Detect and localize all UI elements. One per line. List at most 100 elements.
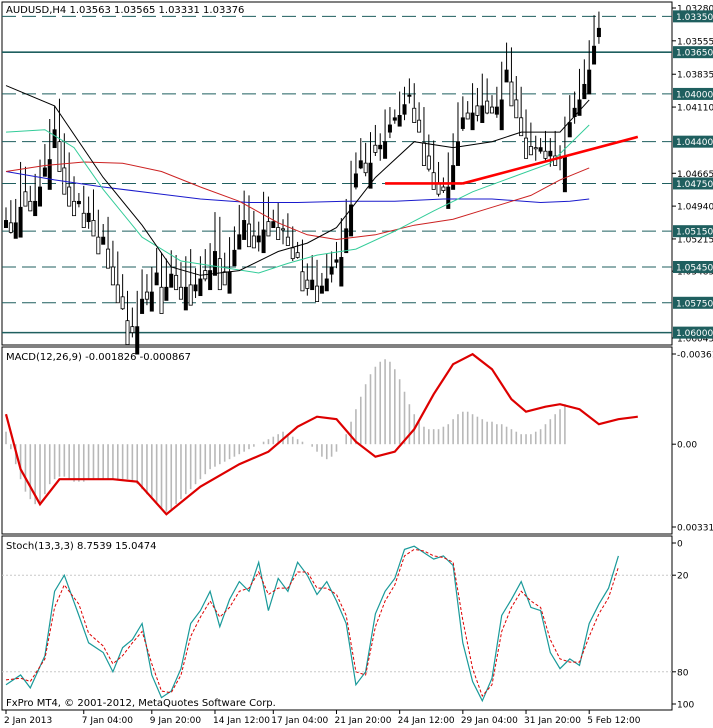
candle-body <box>169 273 174 288</box>
candle-body <box>144 291 149 300</box>
x-axis-tick-label: 14 Jan 12:00 <box>213 716 270 726</box>
candle-body <box>431 172 436 190</box>
stoch-panel[interactable] <box>1 535 673 711</box>
x-axis-tick-label: 21 Jan 20:00 <box>334 716 391 726</box>
stoch-axis-tick-label: 80 <box>677 668 689 678</box>
candle-body <box>28 200 33 212</box>
candle-body <box>217 258 222 291</box>
macd-panel[interactable] <box>1 346 673 535</box>
candle-body <box>256 235 261 243</box>
candle-body <box>91 220 96 237</box>
x-axis-tick-label: 7 Jan 04:00 <box>82 716 134 726</box>
sma-green-line <box>5 124 590 274</box>
candle-body <box>504 69 509 83</box>
candle-body <box>412 107 417 123</box>
level-price-badge <box>673 135 713 148</box>
candle-body <box>319 285 324 294</box>
candle-body <box>324 278 329 292</box>
candle-body <box>358 160 363 169</box>
candle-body <box>465 112 470 120</box>
candle-body <box>387 124 392 133</box>
level-price-badge <box>673 296 713 309</box>
candle-body <box>135 326 140 355</box>
candle-body <box>130 326 135 334</box>
level-price-badge <box>673 260 713 273</box>
sma-black-line <box>5 85 590 276</box>
macd-signal-line <box>4 352 638 516</box>
candle-body <box>402 104 407 115</box>
candle-body <box>596 27 601 38</box>
candle-body <box>577 99 582 116</box>
candle-body <box>198 278 203 297</box>
stoch-axis-tick-label: 100 <box>677 701 694 711</box>
price-axis-tick-label: 1.04110 <box>677 104 713 114</box>
candle-body <box>300 271 305 292</box>
candle-body <box>519 117 524 137</box>
candle-body <box>222 271 227 286</box>
level-price-badge <box>673 10 713 23</box>
level-price-badge <box>673 46 713 59</box>
candle-body <box>295 252 300 258</box>
x-axis-tick-label: 5 Feb 12:00 <box>587 716 641 726</box>
candle-body <box>455 141 460 166</box>
candle-body <box>392 117 397 121</box>
x-axis-tick-label: 31 Jan 20:00 <box>524 716 581 726</box>
candle-body <box>339 257 344 287</box>
candle-body <box>592 45 597 65</box>
candle-body <box>553 155 558 166</box>
candle-body <box>96 236 101 255</box>
x-axis-tick-label: 2 Jan 2013 <box>4 716 52 726</box>
candle-body <box>436 183 441 195</box>
stoch-axis-tick-label: 20 <box>677 572 689 582</box>
candle-body <box>514 99 519 119</box>
candle-body <box>329 266 334 275</box>
candle-body <box>528 146 533 156</box>
candle-body <box>451 165 456 190</box>
candle-body <box>110 266 115 286</box>
x-axis-tick-label: 17 Jan 04:00 <box>271 716 328 726</box>
candle-body <box>237 234 242 250</box>
level-price-badge <box>673 177 713 190</box>
candle-body <box>368 162 373 189</box>
candle-body <box>543 150 548 159</box>
copyright-label: FxPro MT4, © 2001-2012, MetaQuotes Softw… <box>6 698 276 709</box>
level-price-label: 1.04400 <box>676 138 713 148</box>
candle-body <box>149 291 154 312</box>
candle-body <box>33 200 38 217</box>
candle-body <box>548 150 553 157</box>
candle-body <box>290 247 295 260</box>
level-price-label: 1.06000 <box>676 329 713 339</box>
candle-body <box>140 298 145 314</box>
candle-body <box>446 186 451 209</box>
candle-body <box>480 105 485 123</box>
candle-body <box>261 229 266 254</box>
candle-body <box>373 144 378 153</box>
candle-body <box>227 271 232 294</box>
candle-body <box>52 129 57 149</box>
candle-body <box>470 112 475 131</box>
candle-body <box>538 147 543 152</box>
candle-body <box>499 99 504 131</box>
price-axis-tick-label: 1.06045 <box>677 335 713 345</box>
candle-body <box>212 251 217 276</box>
level-price-label: 1.05750 <box>676 299 713 309</box>
stoch-axis-tick-label: 0 <box>677 540 683 550</box>
candle-body <box>315 285 320 302</box>
level-price-badge <box>673 225 713 238</box>
candle-body <box>310 279 315 291</box>
candle-body <box>509 81 514 107</box>
candle-body <box>475 105 480 116</box>
candle-body <box>349 204 354 237</box>
candle-body <box>305 279 310 289</box>
candle-body <box>485 100 490 114</box>
candle-body <box>251 235 256 249</box>
level-price-label: 1.03650 <box>676 49 713 59</box>
candle-body <box>101 236 106 245</box>
candle-body <box>587 69 592 95</box>
candle-body <box>426 155 431 170</box>
candle-body <box>42 167 47 177</box>
candle-body <box>38 186 43 207</box>
stoch-main-line <box>5 545 619 703</box>
